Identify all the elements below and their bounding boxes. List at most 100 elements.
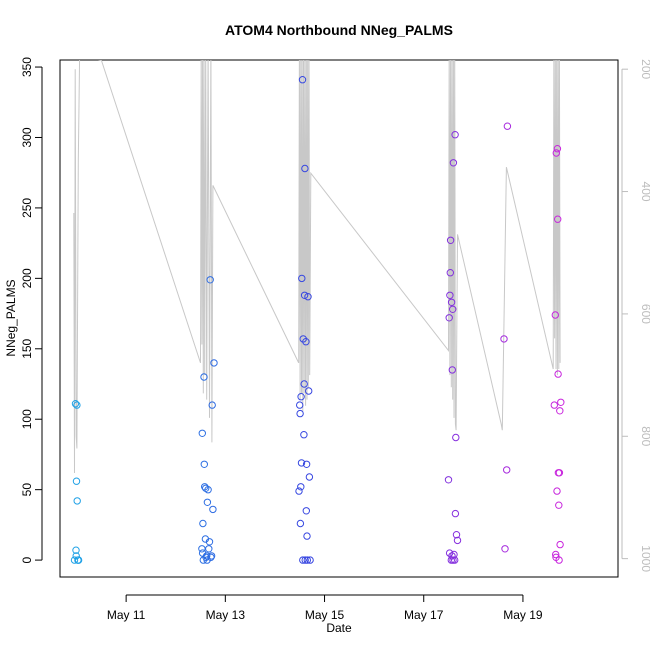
data-point [198,429,207,437]
data-point [302,460,311,468]
data-point [200,460,209,468]
data-point [500,335,508,343]
y-tick-label: 50 [20,483,34,497]
data-point [208,401,216,409]
data-point [297,483,305,491]
data-point [448,366,456,374]
x-tick-label: May 15 [305,608,345,622]
data-point [74,556,83,564]
data-point [446,236,455,245]
points-layer [70,76,565,564]
data-point [210,359,218,367]
data-point [298,274,306,283]
data-point [73,497,81,505]
y-tick-label: 300 [20,127,34,147]
data-point [71,400,80,408]
data-point [300,431,308,439]
data-point [305,473,314,481]
data-point [300,291,309,299]
data-point [452,433,460,442]
data-point [446,291,454,299]
y2-tick-label: 400 [639,182,650,202]
data-point [554,215,562,223]
data-point [550,401,558,409]
data-point [450,550,458,559]
data-point [554,370,562,378]
data-point [299,556,307,564]
data-point [453,536,462,545]
data-point [72,546,80,554]
data-point [204,486,212,494]
data-point [303,532,311,540]
y2-axis: 200 400 600 800 1000 [621,59,650,572]
data-point [305,387,313,395]
y-tick-label: 350 [20,57,34,77]
data-point [73,401,81,409]
data-point [200,373,208,381]
y-tick-label: 250 [20,198,34,218]
data-point [301,164,309,173]
data-point [551,311,559,319]
data-point [556,540,564,549]
data-point [300,380,308,388]
y-axis: 0 50 100 150 200 250 300 350 [20,57,43,563]
data-point [205,545,213,553]
data-point [552,149,560,157]
data-point [72,552,80,560]
data-point [553,487,561,495]
data-point [296,519,305,528]
y2-tick-label: 200 [639,59,650,79]
data-point [207,552,216,560]
data-point [451,556,459,564]
data-point [303,556,311,564]
data-point [302,507,310,515]
data-point [199,519,207,528]
x-tick-label: May 13 [206,608,246,622]
data-point [203,498,212,506]
data-point [446,269,454,277]
plot-frame [59,59,619,578]
data-point [556,407,564,415]
data-point [72,477,81,485]
data-point [203,552,211,560]
data-point [301,556,309,564]
data-point [297,459,306,467]
x-axis-label: Date [326,621,352,635]
data-point [445,314,453,322]
data-point [296,409,304,418]
chart-title: ATOM4 Northbound NNeg_PALMS [225,22,453,38]
data-point [503,122,512,130]
data-point [209,505,217,514]
data-point [70,556,79,564]
data-point [555,501,563,509]
y-tick-label: 150 [20,338,34,358]
y-tick-label: 0 [20,556,34,563]
y2-tick-label: 600 [639,304,650,324]
data-point [449,159,458,167]
data-point [447,298,456,306]
secondary-series-line [73,60,561,474]
data-point [503,466,511,474]
data-point [205,538,214,546]
y2-tick-label: 1000 [639,545,650,572]
data-point [306,556,314,564]
data-point [296,401,304,409]
y-tick-label: 200 [20,268,34,288]
data-point [304,293,312,301]
data-point [555,469,564,477]
data-point [553,145,562,153]
data-point [302,338,310,346]
x-tick-label: May 19 [503,608,543,622]
data-point [452,531,461,539]
data-point [449,305,457,313]
data-point [451,509,460,518]
x-tick-label: May 11 [107,608,146,622]
x-axis: May 11 May 13 May 15 May 17 May 19 [107,594,543,622]
data-point [451,131,459,139]
data-point [297,393,305,401]
data-point [298,76,307,84]
data-point [552,550,560,559]
data-point [198,545,206,553]
data-point [444,476,453,484]
